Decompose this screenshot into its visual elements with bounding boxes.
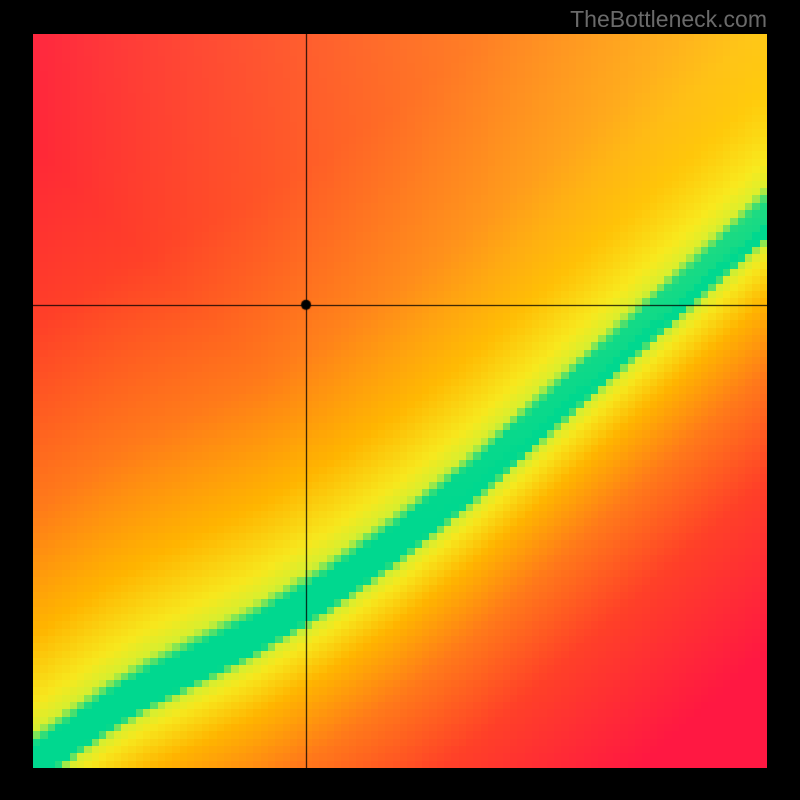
watermark-text: TheBottleneck.com <box>570 6 767 33</box>
crosshair-overlay <box>33 34 767 768</box>
chart-container: TheBottleneck.com <box>0 0 800 800</box>
